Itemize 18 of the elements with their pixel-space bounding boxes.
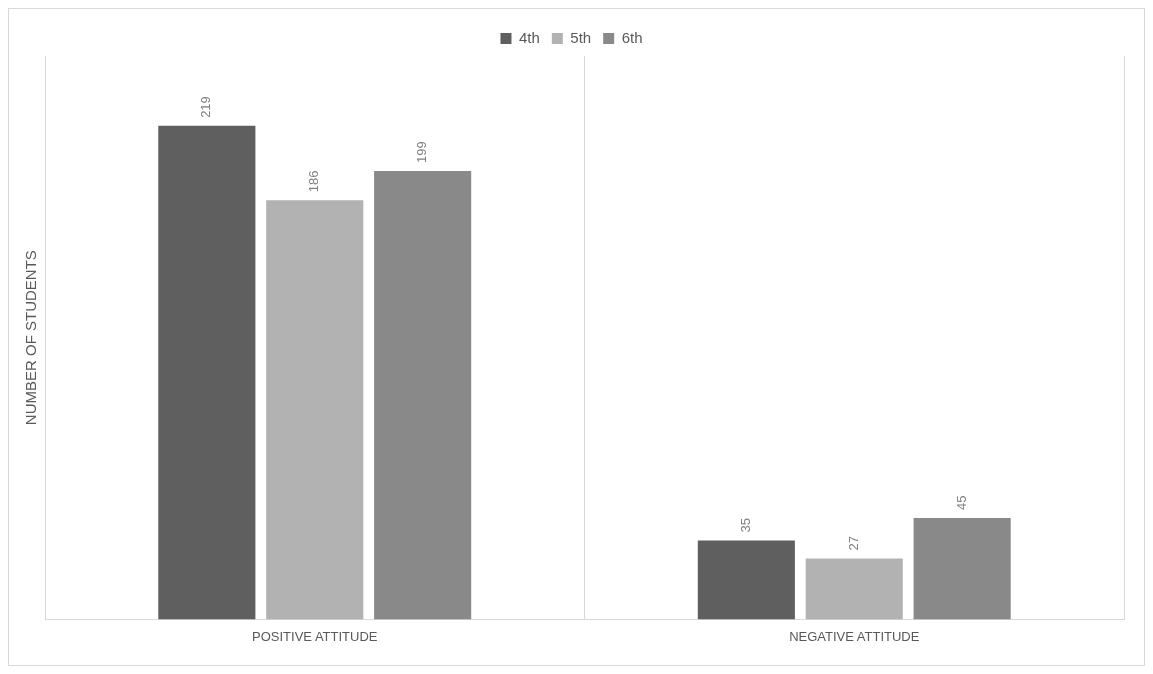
data-label: 45 [953,495,969,510]
y-axis-title: NUMBER OF STUDENTS [22,250,40,426]
bar [697,540,795,620]
x-tick-label: POSITIVE ATTITUDE [252,628,378,644]
data-label: 35 [737,518,753,533]
data-label: 186 [306,170,322,193]
legend-label: 5th [570,28,592,46]
x-tick-label: NEGATIVE ATTITUDE [789,628,920,644]
legend-label: 6th [621,28,643,46]
bar [266,200,364,620]
bar [374,170,472,620]
data-label: 27 [845,536,861,551]
bar [158,125,256,620]
legend-label: 4th [518,28,540,46]
bar [913,517,1011,620]
bar [805,558,903,620]
data-label: 199 [414,141,430,163]
data-label: 219 [198,96,214,118]
